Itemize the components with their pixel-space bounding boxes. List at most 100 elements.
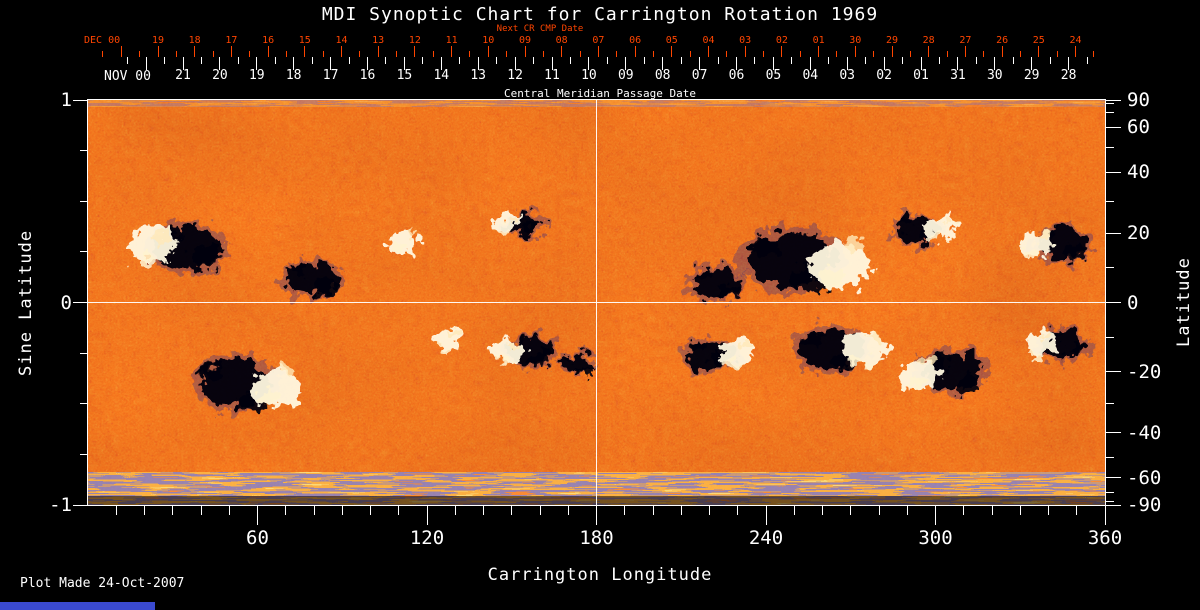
red-axis-tick: [744, 46, 746, 57]
red-axis-tick: [194, 46, 196, 57]
bottom-axis-tick: [935, 505, 936, 525]
active-region-blob: [562, 354, 574, 362]
red-axis-minor-tick: [836, 51, 838, 57]
active-region-blob: [930, 234, 944, 243]
red-axis-tick: [708, 46, 709, 57]
white-axis-tick: [514, 57, 516, 70]
red-axis-tick-label: 17: [225, 35, 238, 46]
right-axis-minor-tick: [1106, 200, 1114, 202]
bottom-axis-tick: [822, 505, 823, 515]
bottom-axis-tick: [426, 505, 428, 525]
white-axis-tick: [145, 57, 147, 70]
white-axis-minor-tick: [200, 57, 202, 64]
white-axis-tick-label: 02: [876, 68, 892, 83]
white-axis-tick: [588, 57, 590, 70]
right-axis-tick: [1106, 126, 1121, 128]
bottom-axis-tick-label: 60: [246, 527, 269, 549]
active-region-blob: [287, 264, 306, 277]
white-axis-tick-label: 09: [617, 68, 634, 83]
red-axis-tick-label: 26: [996, 35, 1009, 46]
white-axis-tick-label: 13: [470, 68, 487, 83]
red-axis-minor-tick: [212, 51, 214, 57]
white-axis-tick-label: 30: [986, 68, 1003, 83]
right-axis-tick-label: -40: [1127, 421, 1162, 444]
active-region-blob: [817, 268, 845, 287]
red-axis-tick-label: 27: [959, 35, 972, 46]
red-axis-tick: [561, 46, 563, 57]
bottom-axis-tick: [257, 505, 258, 525]
bottom-axis-title: Carrington Longitude: [487, 565, 713, 585]
bottom-axis-tick: [652, 505, 654, 515]
red-axis-minor-tick: [175, 51, 177, 57]
white-axis-tick-label: 18: [285, 68, 302, 83]
right-axis-tick: [1106, 232, 1121, 234]
active-region-blob: [688, 342, 706, 354]
active-region-blob: [922, 356, 936, 366]
bottom-axis-tick-label: 240: [748, 527, 784, 549]
active-region-blob: [925, 215, 958, 238]
white-axis-minor-tick: [1012, 57, 1014, 64]
white-axis-tick: [403, 57, 405, 70]
active-region-blob: [203, 364, 229, 381]
bottom-axis-tick: [200, 505, 202, 515]
bottom-axis-tick: [624, 505, 626, 515]
red-axis-tick: [120, 46, 122, 57]
right-axis-tick: [1106, 371, 1121, 373]
white-axis-tick-label: 11: [544, 68, 560, 83]
white-axis-tick: [440, 57, 442, 70]
white-axis-tick: [625, 57, 627, 70]
red-axis-tick: [304, 46, 306, 57]
active-regions-layer: [127, 209, 1093, 413]
white-axis-minor-tick: [496, 57, 498, 64]
active-region-blob: [801, 332, 825, 347]
red-axis-tick-label: 09: [518, 35, 532, 46]
active-region-blob: [1065, 343, 1085, 357]
white-axis-tick-label: 07: [691, 68, 708, 83]
right-axis-tick-label: 60: [1127, 116, 1150, 139]
red-axis-tick: [487, 46, 489, 57]
active-region-blob: [943, 218, 953, 226]
bottom-axis-tick: [850, 505, 852, 515]
right-axis-minor-tick: [1106, 337, 1114, 339]
plot-made-label: Plot Made 24-Oct-2007: [20, 576, 185, 591]
active-region-blob: [496, 355, 510, 365]
right-axis-tick: [1106, 477, 1121, 479]
active-region-blob: [278, 365, 294, 377]
red-axis-tick: [671, 46, 673, 57]
bottom-axis-tick: [398, 505, 400, 515]
cmp-axis-title: Central Meridian Passage Date: [503, 87, 697, 100]
red-axis-tick: [1038, 46, 1040, 57]
left-axis-tick-label: 1: [60, 89, 72, 111]
red-axis-minor-tick: [249, 51, 251, 57]
white-axis-tick: [219, 57, 221, 70]
left-axis-tick-label: 0: [60, 291, 72, 314]
left-axis-minor-tick: [80, 251, 88, 253]
bottom-axis-tick: [906, 505, 908, 515]
red-axis-tick-label: 06: [629, 35, 642, 46]
red-axis-minor-tick: [396, 51, 398, 57]
white-axis-tick: [772, 57, 774, 70]
bottom-axis-tick: [1104, 505, 1106, 525]
red-axis-tick-label: 05: [665, 35, 678, 46]
bottom-axis-tick: [737, 505, 739, 515]
white-axis-tick-label: 19: [248, 68, 265, 83]
red-axis-month-label: DEC 00: [84, 35, 121, 46]
white-axis-minor-tick: [459, 57, 461, 64]
red-axis-minor-tick: [763, 51, 765, 57]
active-region-blob: [738, 343, 749, 351]
white-axis-tick: [182, 57, 184, 70]
red-axis-minor-tick: [873, 51, 875, 57]
active-region-blob: [1038, 231, 1050, 239]
white-axis-tick: [477, 57, 479, 70]
white-axis-minor-tick: [902, 57, 904, 64]
bottom-axis-tick: [313, 505, 315, 515]
active-region-blob: [189, 246, 221, 267]
red-axis-minor-tick: [432, 51, 434, 57]
white-axis-minor-tick: [274, 57, 276, 64]
white-axis-tick: [736, 57, 737, 70]
white-axis-tick-label: 16: [359, 68, 376, 83]
white-axis-minor-tick: [606, 57, 608, 64]
red-axis-minor-tick: [542, 51, 544, 57]
white-axis-tick-label: 21: [175, 68, 191, 83]
right-axis-tick: [1106, 302, 1121, 303]
